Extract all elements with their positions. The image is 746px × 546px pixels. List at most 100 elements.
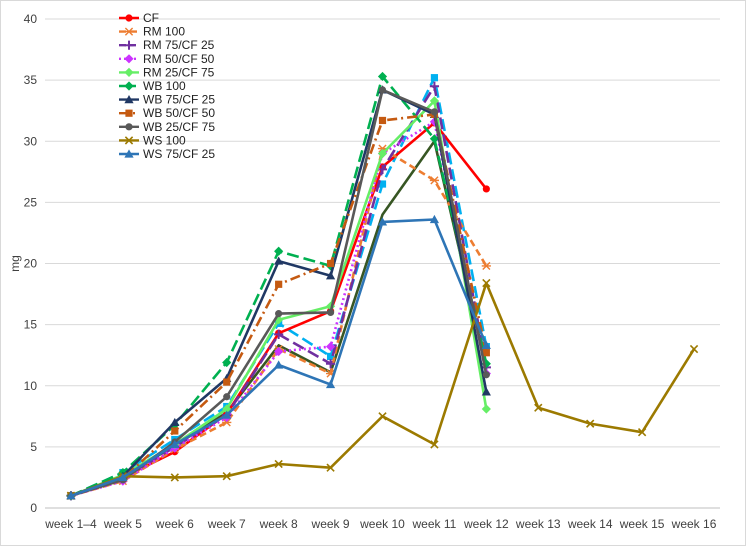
series-line-wb-25-cf-75 xyxy=(70,88,488,498)
series-ws-75-cf-25 xyxy=(66,214,491,500)
legend-item-cf: CF xyxy=(119,11,159,25)
legend-marker xyxy=(125,123,133,131)
series-rm-50-cf-50 xyxy=(66,117,491,501)
data-point-ws-100 xyxy=(170,473,179,482)
data-point-wb-25-cf-75 xyxy=(430,108,439,116)
data-point-rm-25-cf-75 xyxy=(274,315,284,325)
x-tick-label: week 7 xyxy=(207,517,246,531)
data-point-rm-50-cf-50 xyxy=(274,346,284,357)
data-point-rm-100 xyxy=(481,261,491,271)
data-point-wb-75-cf-25 xyxy=(481,387,491,396)
data-point-ws-100 xyxy=(534,403,543,412)
x-tick-label: week 10 xyxy=(359,517,405,531)
x-tick-label: week 8 xyxy=(259,517,298,531)
data-point-ws-75-cf-25 xyxy=(325,379,336,389)
series-rm-75-cf-25 xyxy=(66,81,491,501)
data-point-ws-75-cf-25 xyxy=(274,360,284,369)
legend-item-rm-75-cf-25: RM 75/CF 25 xyxy=(119,38,215,52)
legend-item-rm-25-cf-75: RM 25/CF 75 xyxy=(119,65,215,79)
data-point-ws-100 xyxy=(222,472,231,481)
y-tick-label: 30 xyxy=(24,134,38,148)
data-point-wb-25-cf-75 xyxy=(275,310,283,318)
legend-item-wb-100: WB 100 xyxy=(119,79,186,93)
data-point-wb-25-cf-75 xyxy=(482,371,490,379)
y-tick-label: 20 xyxy=(24,257,38,271)
series-group xyxy=(66,71,699,501)
x-tick-label: week 11 xyxy=(412,517,457,531)
x-tick-label: week 9 xyxy=(311,517,350,531)
y-tick-label: 25 xyxy=(24,195,38,209)
data-point-wb-100 xyxy=(377,71,388,82)
data-point-sky-blue-unlabelled xyxy=(326,352,335,361)
y-axis-title: mg xyxy=(8,255,22,272)
data-point-wb-25-cf-75 xyxy=(326,308,335,316)
legend-marker xyxy=(124,67,134,77)
legend-marker xyxy=(124,95,134,104)
legend-item-ws-75-cf-25: WS 75/CF 25 xyxy=(119,147,215,161)
data-point-ws-100 xyxy=(586,419,595,428)
legend-marker xyxy=(124,81,134,91)
data-point-sky-blue-unlabelled xyxy=(430,74,439,82)
legend-label: RM 50/CF 50 xyxy=(143,52,215,66)
legend-label: WS 75/CF 25 xyxy=(143,147,215,161)
data-point-wb-100 xyxy=(222,357,232,368)
x-tick-label: week 5 xyxy=(103,517,142,531)
data-point-rm-100 xyxy=(429,176,440,185)
data-point-ws-100 xyxy=(482,278,491,288)
data-point-rm-25-cf-75 xyxy=(429,96,440,106)
data-point-wb-75-cf-25 xyxy=(325,271,336,280)
data-point-wb-50-cf-50 xyxy=(326,259,335,268)
data-point-ws-100 xyxy=(378,412,387,421)
legend-label: WS 100 xyxy=(143,133,186,147)
legend-label: RM 100 xyxy=(143,25,185,39)
data-point-wb-75-cf-25 xyxy=(170,417,180,427)
data-point-ws-75-cf-25 xyxy=(66,491,76,500)
data-point-ws-75-cf-25 xyxy=(481,340,491,350)
data-point-rm-75-cf-25 xyxy=(325,359,336,369)
series-ws-100 xyxy=(66,278,699,500)
legend-item-rm-50-cf-50: RM 50/CF 50 xyxy=(119,52,215,66)
series-wb-75-cf-25 xyxy=(66,85,491,500)
data-point-rm-25-cf-75 xyxy=(481,404,491,414)
data-point-ws-75-cf-25 xyxy=(118,472,128,482)
series-line-ws-100 xyxy=(70,281,696,498)
data-point-ws-100 xyxy=(274,459,283,469)
series-cf xyxy=(67,119,490,500)
series-line-rm-25-cf-75 xyxy=(70,99,488,498)
y-tick-label: 35 xyxy=(24,73,38,87)
legend-label: CF xyxy=(143,11,159,25)
data-point-wb-50-cf-50 xyxy=(171,427,179,435)
data-point-rm-100 xyxy=(222,418,232,427)
x-tick-label: week 14 xyxy=(567,517,613,531)
legend-label: WB 75/CF 25 xyxy=(143,93,215,107)
data-point-rm-75-cf-25 xyxy=(429,81,440,91)
legend-marker xyxy=(125,14,133,22)
legend-item-ws-100: WS 100 xyxy=(119,133,186,147)
data-point-rm-25-cf-75 xyxy=(377,148,388,159)
data-point-ws-100 xyxy=(326,463,335,472)
legend-marker xyxy=(125,109,133,117)
y-tick-label: 10 xyxy=(24,379,38,393)
series-line-rm-75-cf-25 xyxy=(70,84,488,498)
legend-marker xyxy=(124,40,134,50)
data-point-wb-25-cf-75 xyxy=(223,393,231,401)
legend-label: RM 75/CF 25 xyxy=(143,38,215,52)
data-point-rm-75-cf-25 xyxy=(274,329,284,340)
legend-marker xyxy=(124,136,134,145)
legend-item-rm-100: RM 100 xyxy=(119,25,185,39)
data-point-ws-100 xyxy=(689,344,699,354)
data-point-ws-75-cf-25 xyxy=(377,217,388,226)
x-tick-label: week 6 xyxy=(155,517,194,531)
data-point-wb-75-cf-25 xyxy=(274,256,284,265)
data-point-wb-100 xyxy=(274,246,284,256)
legend-marker xyxy=(124,54,134,64)
data-point-wb-50-cf-50 xyxy=(482,349,490,357)
x-tick-label: week 1–4 xyxy=(44,517,97,531)
data-point-rm-25-cf-75 xyxy=(325,301,336,311)
y-tick-label: 15 xyxy=(24,318,38,332)
data-point-wb-50-cf-50 xyxy=(223,378,231,386)
data-point-wb-25-cf-75 xyxy=(378,86,387,94)
